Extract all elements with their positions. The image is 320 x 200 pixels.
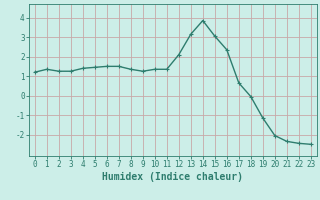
X-axis label: Humidex (Indice chaleur): Humidex (Indice chaleur) [102, 172, 243, 182]
